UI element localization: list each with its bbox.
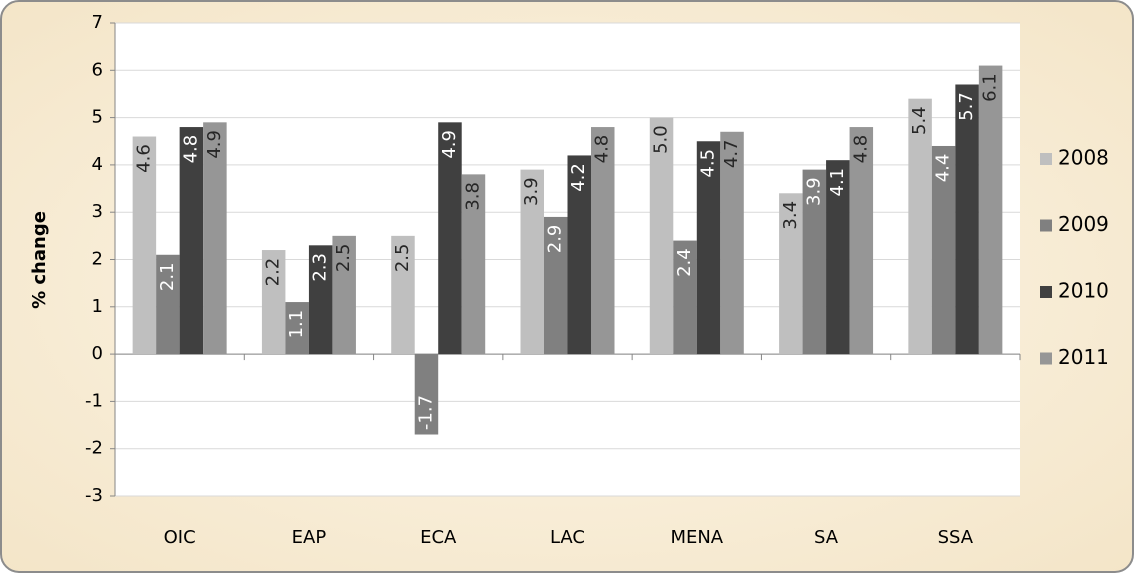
bar xyxy=(285,302,309,355)
data-label: 3.9 xyxy=(803,177,824,206)
bar xyxy=(332,235,356,355)
data-label: 2.9 xyxy=(545,225,566,254)
x-tick-label: MENA xyxy=(670,527,723,548)
bar xyxy=(673,240,697,355)
bar xyxy=(567,155,591,355)
x-tick-label: ECA xyxy=(420,527,457,548)
bar xyxy=(179,127,204,355)
bar xyxy=(520,169,544,355)
data-label: 5.4 xyxy=(909,106,930,135)
bar xyxy=(779,193,803,355)
bar xyxy=(414,354,439,435)
data-label: 3.8 xyxy=(462,182,483,211)
x-tick-label: SSA xyxy=(938,527,974,548)
legend-label: 2009 xyxy=(1058,212,1109,236)
bar xyxy=(156,254,180,355)
bar xyxy=(649,117,674,355)
data-label: 4.4 xyxy=(933,154,954,183)
bar xyxy=(931,145,956,355)
legend-label: 2010 xyxy=(1058,279,1109,303)
data-label: 3.4 xyxy=(780,201,801,230)
y-tick-label: 5 xyxy=(92,107,103,128)
legend-swatch xyxy=(1040,219,1052,232)
data-label: 4.9 xyxy=(204,130,225,159)
data-label: 2.4 xyxy=(674,248,695,277)
data-label: 4.8 xyxy=(592,135,613,164)
x-tick-label: LAC xyxy=(550,527,585,548)
y-tick-label: 6 xyxy=(92,59,103,80)
bar xyxy=(591,127,615,355)
y-tick-label: -1 xyxy=(85,390,103,411)
legend-label: 2008 xyxy=(1058,146,1109,170)
bar xyxy=(391,235,415,355)
data-label: 4.1 xyxy=(827,168,848,197)
bar xyxy=(308,245,333,355)
data-label: 6.1 xyxy=(980,73,1001,102)
legend-swatch xyxy=(1040,352,1052,365)
data-label: 2.5 xyxy=(392,244,413,273)
y-tick-label: -2 xyxy=(85,438,103,459)
bar xyxy=(203,122,227,355)
data-label: 2.1 xyxy=(157,262,178,291)
data-label: 2.2 xyxy=(263,258,284,287)
y-axis-label: % change xyxy=(29,211,50,309)
bar xyxy=(826,160,850,355)
data-label: -1.7 xyxy=(415,395,436,430)
x-tick-label: EAP xyxy=(292,527,327,548)
y-tick-label: 2 xyxy=(92,249,103,270)
y-tick-label: 4 xyxy=(92,154,103,175)
bar xyxy=(849,127,874,355)
data-label: 1.1 xyxy=(286,310,307,339)
data-label: 4.2 xyxy=(568,163,589,192)
data-label: 4.6 xyxy=(133,144,154,173)
y-tick-label: -3 xyxy=(85,485,103,506)
data-label: 4.8 xyxy=(180,135,201,164)
data-label: 5.0 xyxy=(651,125,672,154)
bar xyxy=(802,169,827,355)
x-tick-label: SA xyxy=(814,527,839,548)
x-tick-label: OIC xyxy=(164,527,196,548)
data-label: 5.7 xyxy=(956,92,977,121)
y-tick-label: 0 xyxy=(92,343,103,364)
y-tick-label: 7 xyxy=(92,12,103,33)
bar xyxy=(132,136,157,355)
bar xyxy=(908,98,932,355)
legend-swatch xyxy=(1040,286,1052,298)
bar xyxy=(438,122,462,355)
bar xyxy=(720,131,744,355)
data-label: 3.9 xyxy=(521,177,542,206)
data-label: 4.5 xyxy=(698,149,719,178)
data-label: 2.3 xyxy=(310,253,331,282)
bar xyxy=(978,65,1003,355)
y-tick-label: 3 xyxy=(92,201,103,222)
data-label: 2.5 xyxy=(333,244,354,273)
bar xyxy=(261,250,286,355)
bar xyxy=(696,141,721,355)
bar xyxy=(461,174,486,355)
data-label: 4.8 xyxy=(850,135,871,164)
legend-swatch xyxy=(1040,153,1052,165)
bar xyxy=(544,216,568,355)
legend-label: 2011 xyxy=(1058,345,1109,369)
data-label: 4.9 xyxy=(439,130,460,159)
bar xyxy=(955,84,979,355)
data-label: 4.7 xyxy=(721,139,742,168)
y-tick-label: 1 xyxy=(92,296,103,317)
